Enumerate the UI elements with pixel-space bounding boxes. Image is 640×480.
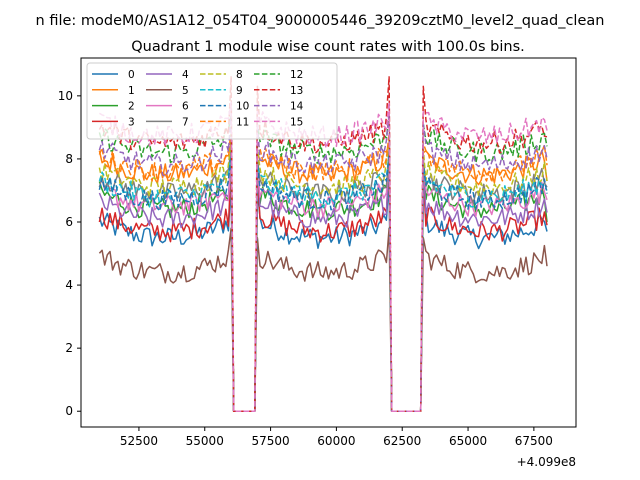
series-line-13 [98, 76, 548, 412]
legend-label-6: 6 [182, 101, 189, 113]
series-line-8 [98, 139, 548, 412]
series-line-7 [98, 148, 548, 412]
legend-label-12: 12 [290, 69, 303, 81]
y-tick-label: 2 [65, 341, 73, 355]
series-line-10 [98, 155, 548, 412]
legend-label-5: 5 [182, 85, 189, 97]
y-axis: 0 2 4 6 8 10 [58, 89, 81, 418]
x-tick-label: 65000 [449, 434, 487, 448]
x-tick-label: 57500 [251, 434, 289, 448]
series-line-14 [98, 114, 548, 412]
legend-label-4: 4 [182, 69, 189, 81]
legend-label-11: 11 [236, 116, 249, 128]
x-tick-label: 55000 [186, 434, 224, 448]
legend-label-1: 1 [128, 85, 135, 97]
x-tick-label: 60000 [317, 434, 355, 448]
legend-label-2: 2 [128, 101, 135, 113]
legend-label-15: 15 [290, 116, 303, 128]
y-tick-label: 4 [65, 278, 73, 292]
legend-label-10: 10 [236, 101, 249, 113]
series-line-9 [98, 155, 548, 412]
series-line-6 [99, 158, 548, 412]
legend-label-8: 8 [236, 69, 243, 81]
series-line-1 [98, 142, 548, 412]
y-tick-label: 0 [65, 404, 73, 418]
legend-label-3: 3 [128, 116, 135, 128]
figure-suptitle: n file: modeM0/AS1A12_054T04_9000005446_… [36, 13, 605, 29]
y-tick-label: 6 [65, 215, 73, 229]
x-tick-label: 52500 [120, 434, 158, 448]
series-line-11 [98, 132, 548, 412]
legend-label-14: 14 [290, 101, 304, 113]
legend-label-7: 7 [182, 116, 189, 128]
plot-frame [80, 57, 577, 428]
series-line-0 [98, 180, 548, 412]
legend-label-9: 9 [236, 85, 243, 97]
x-offset-label: +4.099e8 [517, 455, 576, 469]
x-tick-label: 67500 [515, 434, 553, 448]
chart-title: Quadrant 1 module wise count rates with … [131, 39, 525, 55]
y-tick-label: 8 [65, 152, 73, 166]
y-tick-label: 10 [58, 89, 73, 103]
legend-frame [86, 62, 338, 140]
legend-label-0: 0 [128, 69, 135, 81]
legend-label-13: 13 [290, 85, 303, 97]
x-axis: 52500 55000 57500 60000 62500 65000 67500 [120, 427, 553, 448]
series-line-3 [98, 164, 548, 412]
series-line-12 [98, 114, 548, 412]
series-line-5 [98, 227, 548, 412]
x-tick-label: 62500 [383, 434, 421, 448]
